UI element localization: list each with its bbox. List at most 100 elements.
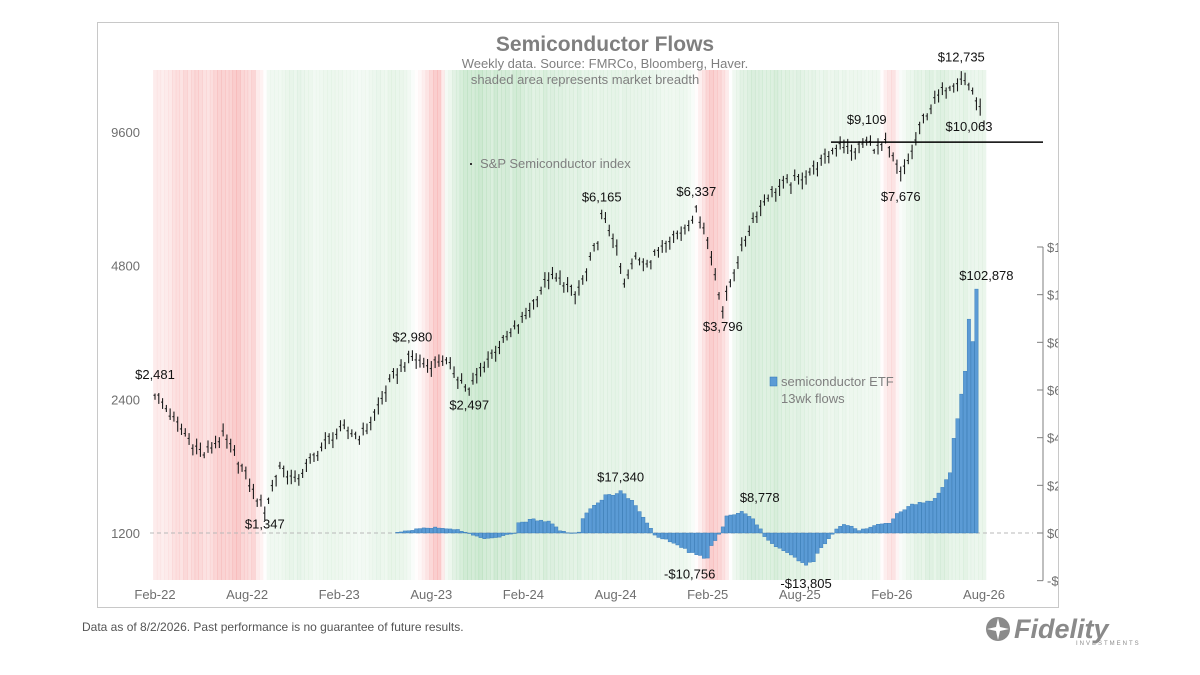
breadth-band: [474, 70, 480, 580]
right-axis-tick-label: -$20,000: [1047, 574, 1058, 589]
flow-bar: [486, 532, 491, 539]
flow-bar: [527, 519, 532, 534]
flow-bar: [713, 532, 718, 541]
flow-bar: [508, 532, 513, 535]
breadth-band: [690, 70, 695, 580]
breadth-band: [584, 70, 589, 580]
flow-bar: [720, 526, 725, 534]
x-axis-tick-label: Feb-22: [134, 587, 175, 602]
breadth-band: [633, 70, 639, 580]
breadth-band: [667, 70, 673, 580]
breadth-band: [334, 70, 339, 580]
breadth-band: [399, 70, 404, 580]
flow-bar: [807, 532, 812, 563]
x-axis-tick-label: Feb-23: [319, 587, 360, 602]
flow-bar: [879, 523, 884, 534]
breadth-band: [225, 70, 230, 580]
flow-bar: [974, 288, 979, 534]
market-breadth-shading: [153, 70, 987, 580]
flow-bar: [849, 525, 854, 534]
breadth-band: [259, 70, 264, 580]
breadth-band: [698, 70, 703, 580]
flow-bar: [402, 530, 407, 534]
breadth-band: [970, 70, 975, 580]
flow-bar: [857, 530, 861, 534]
flow-bar: [800, 532, 805, 563]
breadth-band: [811, 70, 816, 580]
breadth-band: [569, 70, 574, 580]
flow-bar: [550, 523, 555, 534]
breadth-band: [497, 70, 502, 580]
breadth-band: [951, 70, 957, 580]
breadth-band: [754, 70, 760, 580]
flow-bar: [410, 530, 415, 534]
breadth-band: [694, 70, 698, 580]
breadth-band: [876, 70, 881, 580]
breadth-band: [762, 70, 767, 580]
breadth-band: [395, 70, 400, 580]
right-axis-tick-label: $100,000: [1047, 288, 1058, 303]
flow-bar: [577, 531, 581, 534]
flow-bar: [520, 521, 525, 534]
flow-bar: [467, 532, 472, 534]
flow-bar: [717, 532, 721, 535]
breadth-band: [596, 70, 601, 580]
flow-bar: [440, 528, 445, 534]
flow-bar: [906, 506, 911, 534]
flow-bar: [421, 527, 426, 534]
breadth-band: [720, 70, 726, 580]
flow-bar: [785, 532, 790, 553]
flow-bar: [739, 511, 744, 534]
flow-bar: [474, 532, 479, 537]
fidelity-logo-icon: [986, 617, 1010, 641]
x-axis-tick-label: Aug-22: [226, 587, 268, 602]
flow-bar: [569, 532, 574, 534]
breadth-band: [686, 70, 692, 580]
flow-bar: [883, 523, 888, 534]
breadth-band: [315, 70, 321, 580]
breadth-band: [917, 70, 922, 580]
breadth-band: [648, 70, 654, 580]
left-axis-tick-label: 2400: [111, 392, 140, 407]
breadth-band: [346, 70, 351, 580]
breadth-band: [391, 70, 396, 580]
flow-bar: [773, 532, 778, 547]
flow-bar: [959, 393, 964, 534]
flow-bar: [656, 532, 661, 538]
breadth-band: [872, 70, 877, 580]
breadth-band: [281, 70, 286, 580]
breadth-band: [300, 70, 305, 580]
breadth-band: [486, 70, 491, 580]
flow-bar: [645, 522, 650, 534]
x-axis-tick-label: Aug-23: [410, 587, 452, 602]
flow-bar: [444, 528, 449, 534]
annotation-label: $2,497: [449, 398, 489, 413]
flow-bar: [433, 526, 438, 534]
annotation-label: $6,165: [582, 189, 622, 204]
flow-bar: [622, 493, 627, 534]
right-axis-tick-label: $120,000: [1047, 240, 1058, 255]
flow-bar: [834, 528, 839, 534]
flow-bar: [437, 527, 441, 534]
flow-bar: [860, 528, 865, 534]
breadth-band: [857, 70, 862, 580]
breadth-band: [913, 70, 919, 580]
flow-bar: [842, 524, 846, 534]
breadth-band: [539, 70, 544, 580]
breadth-band: [187, 70, 192, 580]
breadth-band: [308, 70, 313, 580]
flow-bar: [917, 502, 922, 534]
flow-bar: [414, 528, 419, 534]
breadth-band: [175, 70, 181, 580]
breadth-band: [736, 70, 741, 580]
flow-bar: [895, 513, 899, 534]
flow-bar: [944, 479, 949, 534]
breadth-band: [671, 70, 676, 580]
breadth-band: [936, 70, 941, 580]
flow-bar: [868, 526, 873, 534]
breadth-band: [478, 70, 483, 580]
flow-bar: [823, 532, 827, 545]
flow-bar: [531, 518, 536, 534]
breadth-band: [236, 70, 241, 580]
flow-bar: [614, 493, 619, 534]
